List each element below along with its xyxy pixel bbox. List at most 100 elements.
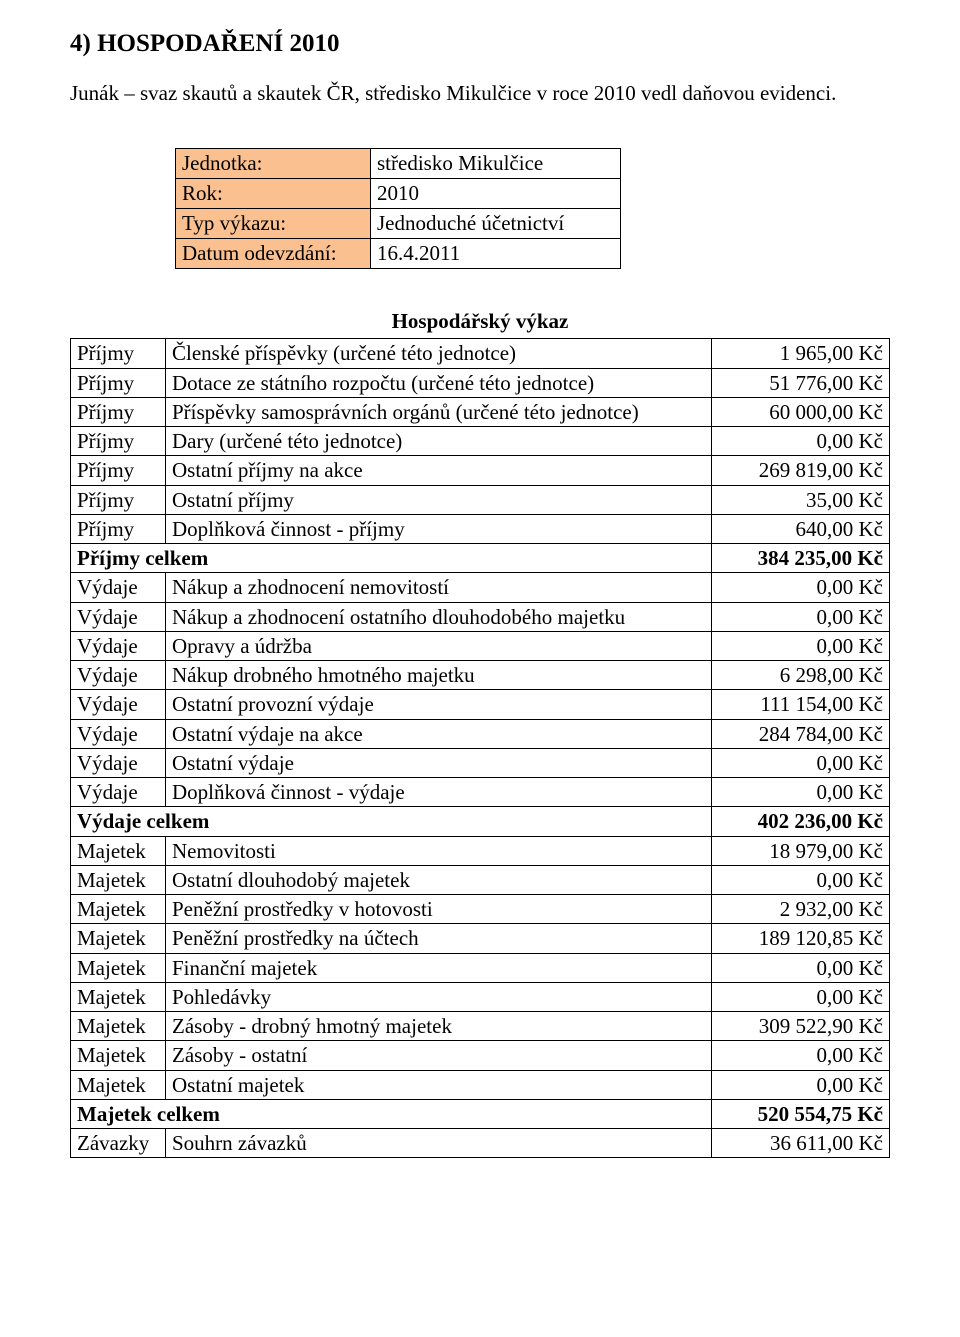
row-category: Výdaje [71, 719, 166, 748]
row-value: 60 000,00 Kč [712, 397, 890, 426]
table-row: Příjmy celkem384 235,00 Kč [71, 544, 890, 573]
row-category: Příjmy [71, 514, 166, 543]
row-category: Výdaje [71, 661, 166, 690]
row-category: Majetek [71, 1041, 166, 1070]
total-value: 402 236,00 Kč [712, 807, 890, 836]
row-value: 0,00 Kč [712, 982, 890, 1011]
row-description: Členské příspěvky (určené této jednotce) [166, 339, 712, 368]
row-value: 18 979,00 Kč [712, 836, 890, 865]
table-row: MajetekOstatní majetek0,00 Kč [71, 1070, 890, 1099]
info-value: Jednoduché účetnictví [371, 209, 621, 239]
info-row-jednotka: Jednotka: středisko Mikulčice [176, 149, 621, 179]
info-value: středisko Mikulčice [371, 149, 621, 179]
row-value: 0,00 Kč [712, 602, 890, 631]
row-category: Příjmy [71, 485, 166, 514]
info-label: Typ výkazu: [176, 209, 371, 239]
row-description: Ostatní provozní výdaje [166, 690, 712, 719]
info-row-datum: Datum odevzdání: 16.4.2011 [176, 239, 621, 269]
table-row: MajetekPeněžní prostředky na účtech189 1… [71, 924, 890, 953]
row-description: Pohledávky [166, 982, 712, 1011]
row-category: Výdaje [71, 778, 166, 807]
total-value: 384 235,00 Kč [712, 544, 890, 573]
info-table: Jednotka: středisko Mikulčice Rok: 2010 … [175, 148, 621, 269]
table-row: PříjmyDotace ze státního rozpočtu (určen… [71, 368, 890, 397]
table-row: PříjmyDary (určené této jednotce)0,00 Kč [71, 427, 890, 456]
row-category: Příjmy [71, 456, 166, 485]
row-description: Nákup a zhodnocení nemovitostí [166, 573, 712, 602]
row-description: Ostatní výdaje [166, 748, 712, 777]
row-description: Doplňková činnost - výdaje [166, 778, 712, 807]
row-category: Závazky [71, 1129, 166, 1158]
row-value: 6 298,00 Kč [712, 661, 890, 690]
total-label: Příjmy celkem [71, 544, 712, 573]
row-description: Opravy a údržba [166, 631, 712, 660]
total-label: Výdaje celkem [71, 807, 712, 836]
info-label: Datum odevzdání: [176, 239, 371, 269]
row-value: 0,00 Kč [712, 1041, 890, 1070]
row-category: Majetek [71, 982, 166, 1011]
table-row: MajetekZásoby - drobný hmotný majetek309… [71, 1012, 890, 1041]
table-row: VýdajeNákup a zhodnocení ostatního dlouh… [71, 602, 890, 631]
row-value: 269 819,00 Kč [712, 456, 890, 485]
row-value: 189 120,85 Kč [712, 924, 890, 953]
row-category: Majetek [71, 1070, 166, 1099]
row-description: Ostatní příjmy [166, 485, 712, 514]
row-value: 0,00 Kč [712, 865, 890, 894]
row-value: 284 784,00 Kč [712, 719, 890, 748]
row-description: Peněžní prostředky v hotovosti [166, 895, 712, 924]
table-row: MajetekZásoby - ostatní0,00 Kč [71, 1041, 890, 1070]
row-category: Příjmy [71, 368, 166, 397]
table-row: MajetekNemovitosti18 979,00 Kč [71, 836, 890, 865]
info-value: 2010 [371, 179, 621, 209]
table-row: VýdajeNákup a zhodnocení nemovitostí0,00… [71, 573, 890, 602]
row-description: Nákup a zhodnocení ostatního dlouhodobéh… [166, 602, 712, 631]
table-row: VýdajeOpravy a údržba0,00 Kč [71, 631, 890, 660]
row-value: 0,00 Kč [712, 631, 890, 660]
row-category: Výdaje [71, 748, 166, 777]
table-row: PříjmyDoplňková činnost - příjmy640,00 K… [71, 514, 890, 543]
row-category: Výdaje [71, 602, 166, 631]
row-description: Zásoby - drobný hmotný majetek [166, 1012, 712, 1041]
table-row: PříjmyPříspěvky samosprávních orgánů (ur… [71, 397, 890, 426]
row-value: 0,00 Kč [712, 748, 890, 777]
row-category: Příjmy [71, 339, 166, 368]
table-row: MajetekOstatní dlouhodobý majetek0,00 Kč [71, 865, 890, 894]
row-category: Majetek [71, 836, 166, 865]
row-category: Majetek [71, 865, 166, 894]
row-value: 0,00 Kč [712, 953, 890, 982]
row-value: 640,00 Kč [712, 514, 890, 543]
row-category: Majetek [71, 895, 166, 924]
row-value: 0,00 Kč [712, 573, 890, 602]
row-description: Finanční majetek [166, 953, 712, 982]
row-category: Výdaje [71, 631, 166, 660]
row-description: Ostatní dlouhodobý majetek [166, 865, 712, 894]
row-category: Příjmy [71, 427, 166, 456]
output-title: Hospodářský výkaz [70, 309, 890, 334]
row-description: Příspěvky samosprávních orgánů (určené t… [166, 397, 712, 426]
info-value: 16.4.2011 [371, 239, 621, 269]
table-row: PříjmyOstatní příjmy35,00 Kč [71, 485, 890, 514]
table-row: MajetekFinanční majetek0,00 Kč [71, 953, 890, 982]
table-row: VýdajeOstatní výdaje na akce284 784,00 K… [71, 719, 890, 748]
total-value: 520 554,75 Kč [712, 1099, 890, 1128]
section-title: 4) HOSPODAŘENÍ 2010 [70, 30, 890, 58]
table-row: VýdajeOstatní provozní výdaje111 154,00 … [71, 690, 890, 719]
row-value: 309 522,90 Kč [712, 1012, 890, 1041]
row-category: Majetek [71, 1012, 166, 1041]
row-description: Nákup drobného hmotného majetku [166, 661, 712, 690]
row-description: Doplňková činnost - příjmy [166, 514, 712, 543]
table-row: Majetek celkem520 554,75 Kč [71, 1099, 890, 1128]
row-description: Zásoby - ostatní [166, 1041, 712, 1070]
table-row: ZávazkySouhrn závazků36 611,00 Kč [71, 1129, 890, 1158]
info-label: Jednotka: [176, 149, 371, 179]
row-description: Ostatní výdaje na akce [166, 719, 712, 748]
page: 4) HOSPODAŘENÍ 2010 Junák – svaz skautů … [0, 0, 960, 1337]
info-row-typ-vykazu: Typ výkazu: Jednoduché účetnictví [176, 209, 621, 239]
table-row: VýdajeOstatní výdaje0,00 Kč [71, 748, 890, 777]
row-value: 0,00 Kč [712, 1070, 890, 1099]
table-row: Výdaje celkem402 236,00 Kč [71, 807, 890, 836]
table-row: MajetekPeněžní prostředky v hotovosti2 9… [71, 895, 890, 924]
table-row: VýdajeDoplňková činnost - výdaje0,00 Kč [71, 778, 890, 807]
row-description: Peněžní prostředky na účtech [166, 924, 712, 953]
info-label: Rok: [176, 179, 371, 209]
